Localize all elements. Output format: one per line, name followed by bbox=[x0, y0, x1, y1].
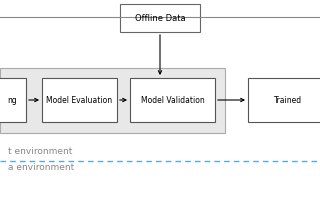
Text: a environment: a environment bbox=[8, 163, 74, 172]
Bar bbox=[0, 78, 26, 122]
Text: ng: ng bbox=[7, 95, 17, 104]
Text: Model Evaluation: Model Evaluation bbox=[46, 95, 113, 104]
Text: Model Validation: Model Validation bbox=[140, 95, 204, 104]
Text: Offline Data: Offline Data bbox=[135, 13, 185, 22]
Text: t environment: t environment bbox=[8, 147, 72, 156]
Bar bbox=[248, 78, 320, 122]
Bar bbox=[120, 4, 200, 32]
Bar bbox=[130, 78, 215, 122]
Bar bbox=[42, 78, 117, 122]
Bar bbox=[0, 68, 225, 133]
Text: Trained: Trained bbox=[274, 95, 302, 104]
